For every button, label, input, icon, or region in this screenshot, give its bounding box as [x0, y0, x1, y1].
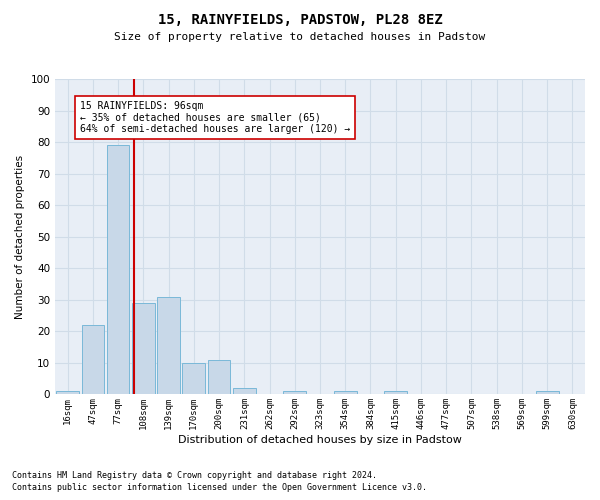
- Bar: [334, 392, 356, 394]
- Bar: [233, 388, 256, 394]
- Bar: [208, 360, 230, 394]
- Bar: [82, 325, 104, 394]
- Bar: [56, 392, 79, 394]
- Text: Size of property relative to detached houses in Padstow: Size of property relative to detached ho…: [115, 32, 485, 42]
- Text: 15 RAINYFIELDS: 96sqm
← 35% of detached houses are smaller (65)
64% of semi-deta: 15 RAINYFIELDS: 96sqm ← 35% of detached …: [80, 101, 350, 134]
- Bar: [157, 296, 180, 394]
- Bar: [107, 145, 130, 394]
- Bar: [536, 392, 559, 394]
- Bar: [132, 303, 155, 394]
- X-axis label: Distribution of detached houses by size in Padstow: Distribution of detached houses by size …: [178, 435, 462, 445]
- Bar: [283, 392, 306, 394]
- Text: Contains HM Land Registry data © Crown copyright and database right 2024.: Contains HM Land Registry data © Crown c…: [12, 471, 377, 480]
- Bar: [182, 363, 205, 394]
- Bar: [385, 392, 407, 394]
- Y-axis label: Number of detached properties: Number of detached properties: [15, 154, 25, 319]
- Text: Contains public sector information licensed under the Open Government Licence v3: Contains public sector information licen…: [12, 484, 427, 492]
- Text: 15, RAINYFIELDS, PADSTOW, PL28 8EZ: 15, RAINYFIELDS, PADSTOW, PL28 8EZ: [158, 12, 442, 26]
